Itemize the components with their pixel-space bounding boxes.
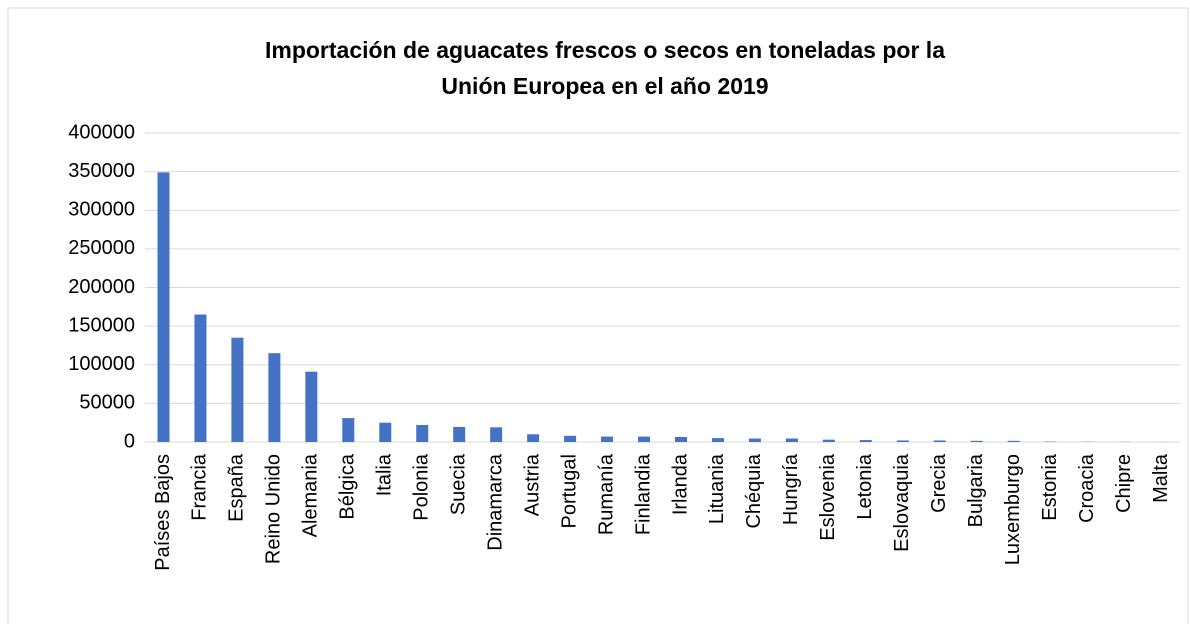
bar	[231, 337, 244, 442]
x-tick-label: Estonia	[1039, 453, 1061, 521]
x-tick-label: Países Bajos	[152, 454, 174, 571]
y-tick-label: 150000	[68, 314, 135, 336]
x-tick-label: Eslovenia	[817, 453, 839, 541]
x-tick-label: Lituania	[706, 453, 728, 524]
x-tick-label: España	[226, 453, 248, 522]
bar	[564, 435, 577, 442]
bar	[822, 439, 835, 442]
x-tick-label: Bélgica	[337, 453, 359, 519]
x-tick-label: Malta	[1150, 453, 1172, 503]
x-tick-label: Irlanda	[669, 453, 691, 515]
x-tick-label: Italia	[374, 453, 396, 496]
bar	[638, 436, 651, 442]
x-tick-label: Chipre	[1113, 454, 1135, 513]
bar	[379, 422, 392, 442]
bar	[342, 418, 355, 442]
bar	[785, 438, 798, 442]
x-tick-label: Austria	[521, 453, 543, 516]
x-tick-label: Letonia	[854, 453, 876, 519]
y-tick-label: 50000	[79, 392, 135, 414]
x-tick-label: Reino Unido	[263, 454, 285, 564]
chart-title: Importación de aguacates frescos o secos…	[265, 37, 945, 63]
x-tick-label: Rumanía	[595, 453, 617, 535]
bar	[674, 436, 687, 442]
x-tick-label: Portugal	[558, 454, 580, 529]
y-tick-label: 400000	[68, 121, 135, 143]
x-tick-label: Finlandia	[632, 453, 654, 535]
bar	[1007, 440, 1020, 442]
bar	[896, 440, 909, 442]
x-tick-label: Bulgaria	[965, 453, 987, 527]
y-tick-label: 200000	[68, 276, 135, 298]
bar	[268, 353, 281, 442]
x-tick-label: Dinamarca	[484, 453, 506, 551]
bar	[157, 172, 170, 442]
x-tick-label: Luxemburgo	[1002, 454, 1024, 565]
bar	[601, 436, 614, 442]
y-tick-label: 0	[124, 430, 135, 452]
chart-title: Unión Europea en el año 2019	[441, 73, 768, 99]
bar	[416, 425, 429, 442]
bar	[194, 314, 207, 442]
bar	[490, 427, 503, 442]
y-tick-label: 300000	[68, 199, 135, 221]
x-tick-label: Suecia	[447, 453, 469, 515]
x-tick-label: Francia	[189, 453, 211, 521]
bar	[970, 440, 983, 442]
bar	[859, 440, 872, 442]
bar	[453, 426, 466, 442]
x-tick-label: Alemania	[300, 453, 322, 537]
x-tick-label: Croacia	[1076, 453, 1098, 523]
x-tick-label: Hungría	[780, 453, 802, 525]
x-tick-label: Chéquia	[743, 453, 765, 528]
x-tick-label: Eslovaquia	[891, 453, 913, 552]
bar	[527, 434, 540, 442]
x-tick-label: Polonia	[411, 453, 433, 521]
x-tick-label: Grecia	[928, 453, 950, 513]
y-tick-label: 250000	[68, 237, 135, 259]
y-tick-label: 350000	[68, 160, 135, 182]
y-tick-label: 100000	[68, 353, 135, 375]
bar	[305, 371, 318, 442]
bar	[748, 438, 761, 442]
bar	[711, 438, 724, 442]
bar	[933, 440, 946, 442]
